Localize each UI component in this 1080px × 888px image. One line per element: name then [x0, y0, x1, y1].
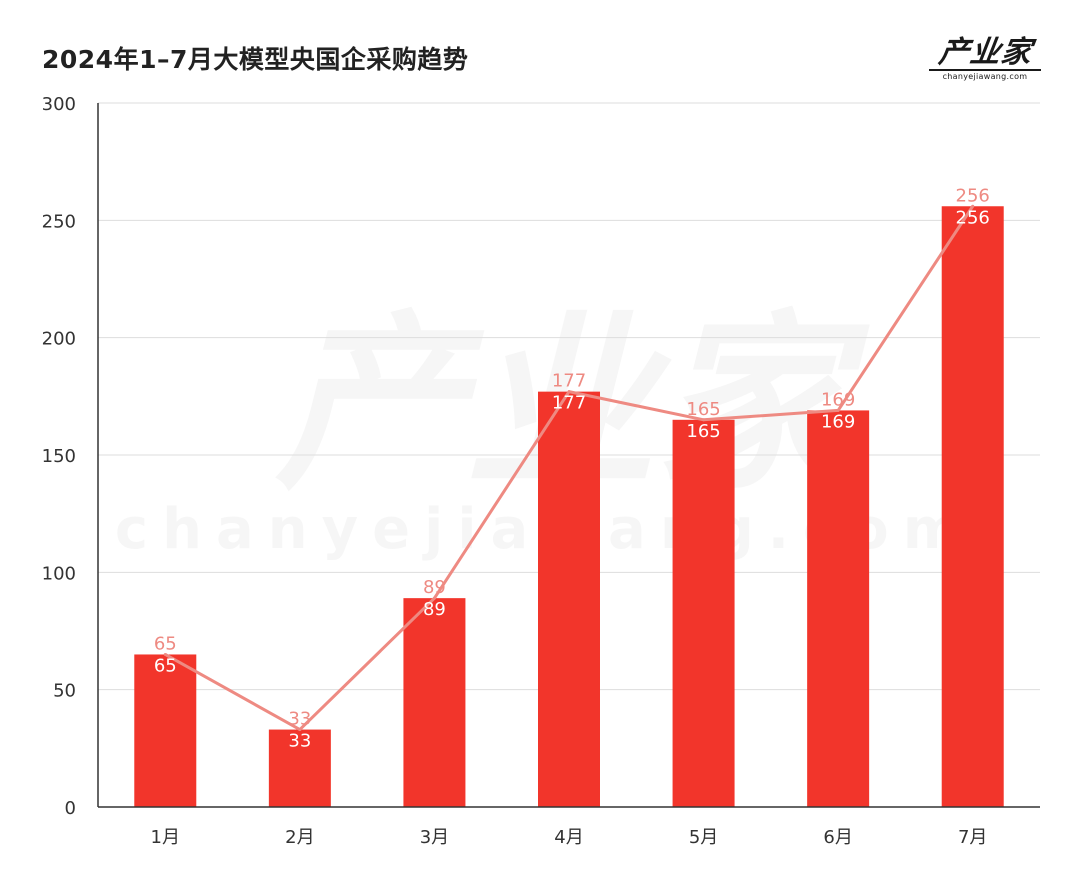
line-point-7 [971, 204, 975, 208]
bar-value-label-5: 165 [686, 421, 720, 442]
line-point-4 [567, 390, 571, 394]
bar-1 [134, 654, 197, 807]
bar-value-label-6: 169 [821, 411, 855, 432]
logo-underline [929, 69, 1041, 71]
y-tick-label-200: 200 [42, 329, 76, 350]
bar-value-label-7: 256 [956, 207, 990, 228]
bars [134, 206, 1004, 808]
line-value-label-7: 256 [956, 185, 990, 206]
line-point-3 [432, 596, 436, 600]
bar-6 [807, 410, 870, 807]
y-tick-label-100: 100 [42, 563, 76, 584]
y-axis-ticks: 0 50 100 150 200 250 300 [42, 94, 76, 819]
line-point-1 [163, 652, 167, 656]
x-tick-label-7: 7月 [958, 827, 987, 848]
data-labels: 65 33 89 177 165 169 256 65 33 89 177 165 169 256 [154, 185, 990, 751]
line-point-6 [836, 408, 840, 412]
line-value-label-4: 177 [552, 371, 586, 392]
line-value-label-1: 65 [154, 633, 177, 654]
line-value-label-3: 89 [423, 577, 446, 598]
x-tick-label-5: 5月 [689, 827, 718, 848]
x-tick-label-4: 4月 [554, 827, 583, 848]
bar-value-label-2: 33 [288, 731, 311, 752]
x-tick-label-1: 1月 [151, 827, 180, 848]
trend-line [163, 204, 975, 732]
logo-subtext: chanyejiawang.com [942, 72, 1028, 81]
y-tick-label-150: 150 [42, 446, 76, 467]
bar-value-label-1: 65 [154, 655, 177, 676]
bar-value-label-3: 89 [423, 599, 446, 620]
x-axis-ticks: 1月 2月 3月 4月 5月 6月 7月 [151, 827, 988, 848]
line-value-label-5: 165 [686, 399, 720, 420]
y-tick-label-300: 300 [42, 94, 76, 115]
y-tick-label-250: 250 [42, 211, 76, 232]
bar-2 [268, 729, 331, 807]
y-tick-label-0: 0 [65, 798, 76, 819]
line-point-5 [702, 418, 706, 422]
x-tick-label-2: 2月 [285, 827, 314, 848]
line-value-label-2: 33 [288, 709, 311, 730]
axes [97, 103, 1040, 808]
chart-title: 2024年1–7月大模型央国企采购趋势 [42, 45, 469, 74]
bar-4 [538, 391, 600, 807]
x-tick-label-3: 3月 [420, 827, 449, 848]
line-value-label-6: 169 [821, 389, 855, 410]
y-tick-label-50: 50 [53, 681, 76, 702]
brand-logo: 产业家 chanyejiawang.com [925, 35, 1045, 81]
bar-7 [941, 206, 1004, 808]
line-point-2 [298, 728, 302, 732]
bar-3 [403, 598, 466, 807]
x-tick-label-6: 6月 [823, 827, 852, 848]
bar-5 [672, 419, 735, 807]
bar-value-label-4: 177 [552, 393, 586, 414]
